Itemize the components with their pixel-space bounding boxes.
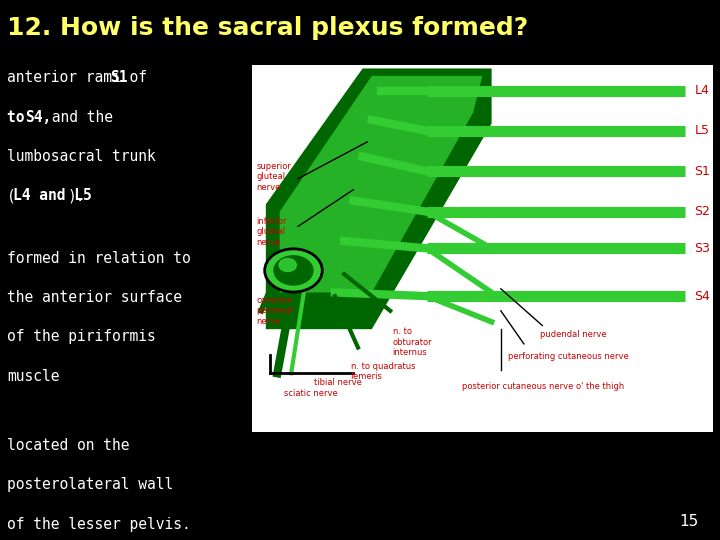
Text: anterior rami of: anterior rami of [7, 70, 156, 85]
Text: L5: L5 [694, 124, 709, 137]
Polygon shape [279, 76, 482, 293]
Text: 12. How is the sacral plexus formed?: 12. How is the sacral plexus formed? [7, 16, 528, 40]
Text: lumbosacral trunk: lumbosacral trunk [7, 149, 156, 164]
Text: perforating cutaneous nerve: perforating cutaneous nerve [508, 352, 629, 361]
Text: L4: L4 [694, 84, 709, 97]
Text: ).: ). [68, 188, 85, 204]
Polygon shape [266, 69, 492, 329]
Text: S1: S1 [110, 70, 127, 85]
Text: pudendal nerve: pudendal nerve [540, 330, 607, 339]
Text: n. to
obturator
internus: n. to obturator internus [392, 327, 432, 357]
Text: S2: S2 [694, 205, 710, 218]
Text: n. to quadratus
femeris: n. to quadratus femeris [351, 362, 415, 381]
Text: the anterior surface: the anterior surface [7, 290, 182, 305]
Text: 15: 15 [679, 514, 698, 529]
Text: formed in relation to: formed in relation to [7, 251, 191, 266]
Text: inferior
gluteal
nerve: inferior gluteal nerve [256, 217, 287, 247]
Circle shape [279, 259, 297, 272]
Text: superior
gluteal
nerve: superior gluteal nerve [256, 162, 292, 192]
Text: located on the: located on the [7, 438, 130, 453]
Text: of the piriformis: of the piriformis [7, 329, 156, 345]
Text: sciatic nerve: sciatic nerve [284, 389, 338, 398]
Circle shape [274, 256, 313, 285]
Text: S4,: S4, [25, 110, 52, 125]
Text: to: to [7, 110, 33, 125]
Text: and the: and the [43, 110, 114, 125]
Text: S4: S4 [694, 289, 710, 302]
Text: posterolateral wall: posterolateral wall [7, 477, 174, 492]
Bar [252, 65, 713, 432]
Text: muscle: muscle [7, 369, 60, 384]
Text: tibial nerve: tibial nerve [314, 378, 362, 387]
Text: L4 and L5: L4 and L5 [13, 188, 92, 204]
Text: (: ( [7, 188, 16, 204]
Text: of the lesser pelvis.: of the lesser pelvis. [7, 517, 191, 532]
Text: posterior cutaneous nerve o' the thigh: posterior cutaneous nerve o' the thigh [462, 382, 624, 390]
Text: common
peroneal
nerve: common peroneal nerve [256, 296, 294, 326]
Text: S3: S3 [694, 242, 710, 255]
Text: S1: S1 [694, 165, 710, 178]
Circle shape [265, 249, 323, 292]
